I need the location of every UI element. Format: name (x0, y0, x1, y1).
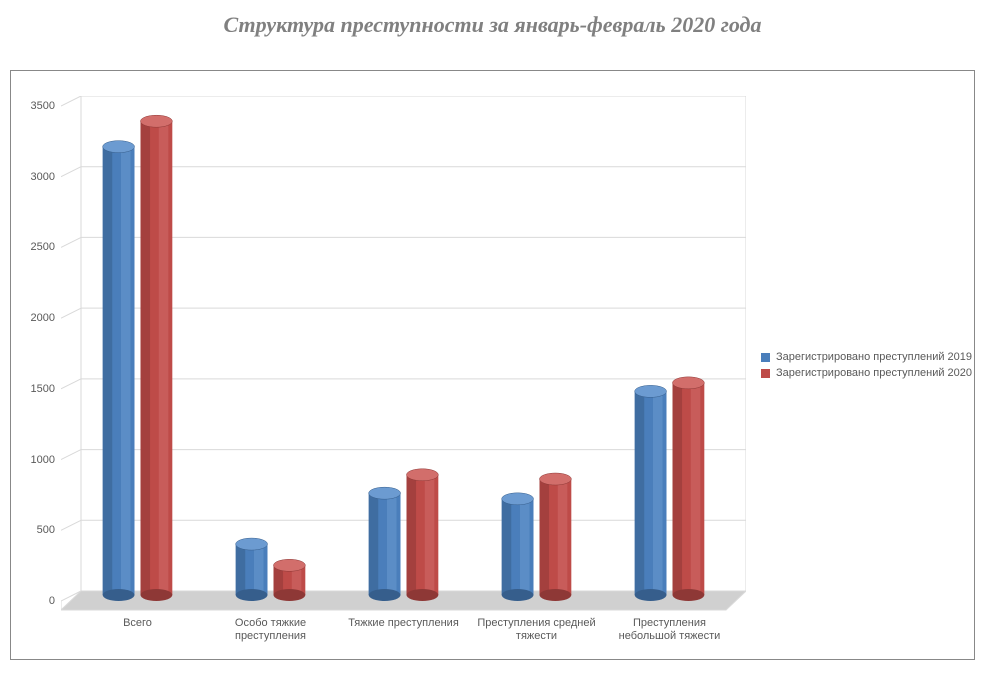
x-category-label: Тяжкие преступления (339, 611, 469, 630)
x-category-label: Преступления средней тяжести (472, 611, 602, 642)
y-tick-label: 2500 (31, 241, 61, 253)
plot-area: 0500100015002000250030003500 ВсегоОсобо … (61, 96, 746, 611)
y-tick-label: 1000 (31, 454, 61, 466)
y-tick-label: 0 (49, 595, 61, 607)
legend-item-2020: Зарегистрировано преступлений 2020 (761, 367, 972, 379)
legend-label-2020: Зарегистрировано преступлений 2020 (776, 367, 972, 379)
y-tick-label: 2000 (31, 312, 61, 324)
chart-svg (61, 96, 746, 611)
y-tick-label: 3000 (31, 171, 61, 183)
legend-swatch-2020 (761, 369, 770, 378)
chart-frame: 0 500 1000 1500 2000 2500 3000 3500 ВсегоОсобо … (10, 70, 975, 660)
y-tick-label: 3500 (31, 100, 61, 112)
legend-label-2019: Зарегистрировано преступлений 2019 (776, 351, 972, 363)
y-tick-label: 500 (37, 524, 61, 536)
x-category-label: Преступления небольшой тяжести (605, 611, 735, 642)
x-category-label: Всего (73, 611, 203, 630)
y-tick-label: 1500 (31, 383, 61, 395)
x-category-label: Особо тяжкие преступления (206, 611, 336, 642)
legend-swatch-2019 (761, 353, 770, 362)
chart-title: Структура преступности за январь-февраль… (0, 0, 985, 38)
legend-item-2019: Зарегистрировано преступлений 2019 (761, 351, 972, 363)
legend: Зарегистрировано преступлений 2019 Зарег… (761, 347, 972, 383)
